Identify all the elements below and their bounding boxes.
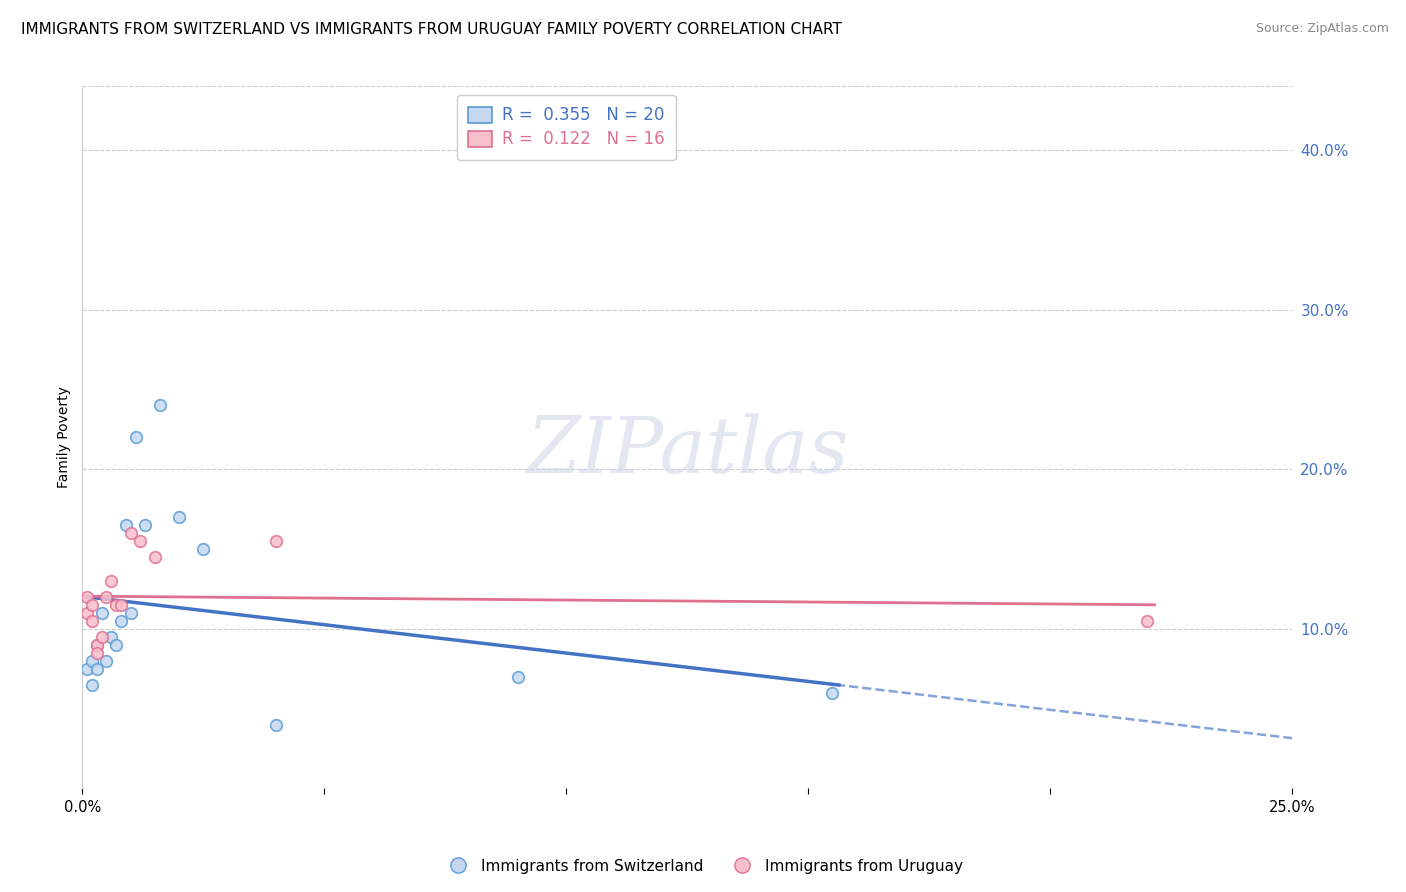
Text: Source: ZipAtlas.com: Source: ZipAtlas.com [1256, 22, 1389, 36]
Point [86, 662, 108, 676]
Point [76, 606, 98, 620]
Point [264, 534, 287, 549]
Point [110, 598, 132, 612]
Y-axis label: Family Poverty: Family Poverty [58, 386, 72, 488]
Point [105, 638, 128, 652]
Point [143, 550, 166, 565]
Point [264, 717, 287, 731]
Point [506, 670, 529, 684]
Point [76, 662, 98, 676]
Point [167, 510, 190, 524]
Point [149, 399, 172, 413]
Point [100, 574, 122, 588]
Point [96, 590, 118, 604]
Point [90, 630, 112, 644]
Point [1136, 614, 1159, 628]
Point [129, 534, 152, 549]
Point [86, 638, 108, 652]
Point [80, 598, 103, 612]
Point [96, 654, 118, 668]
Point [80, 654, 103, 668]
Point [76, 590, 98, 604]
Text: IMMIGRANTS FROM SWITZERLAND VS IMMIGRANTS FROM URUGUAY FAMILY POVERTY CORRELATIO: IMMIGRANTS FROM SWITZERLAND VS IMMIGRANT… [21, 22, 842, 37]
Point [134, 518, 156, 533]
Point [90, 606, 112, 620]
Point [86, 638, 108, 652]
Point [124, 430, 146, 444]
Point [120, 526, 142, 541]
Point [193, 542, 215, 557]
Point [110, 614, 132, 628]
Point [821, 686, 844, 700]
Legend: Immigrants from Switzerland, Immigrants from Uruguay: Immigrants from Switzerland, Immigrants … [437, 853, 969, 880]
Point [80, 614, 103, 628]
Point [80, 678, 103, 692]
Text: ZIPatlas: ZIPatlas [526, 413, 848, 490]
Point [86, 646, 108, 660]
Point [120, 606, 142, 620]
Point [100, 630, 122, 644]
Legend: R =  0.355   N = 20, R =  0.122   N = 16: R = 0.355 N = 20, R = 0.122 N = 16 [457, 95, 676, 160]
Point [105, 598, 128, 612]
Point [115, 518, 138, 533]
